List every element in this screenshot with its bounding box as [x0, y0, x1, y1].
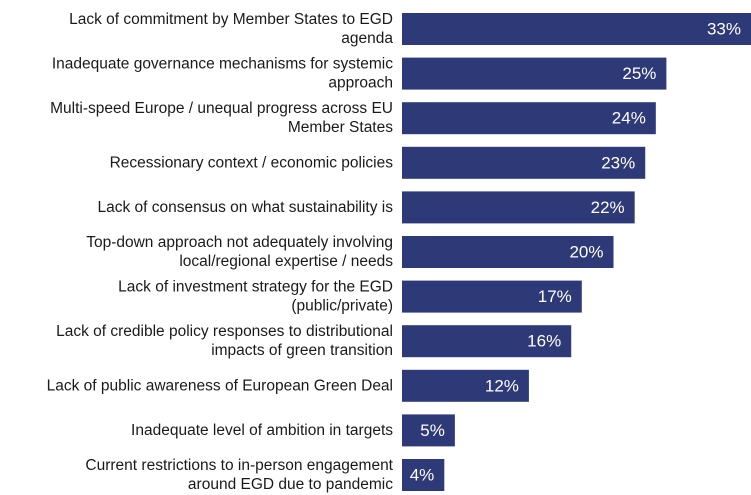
bar — [402, 414, 455, 447]
category-label: Member States — [288, 119, 393, 136]
bar-value-label: 25% — [622, 64, 656, 83]
bar — [402, 191, 635, 224]
bar-value-label: 5% — [420, 421, 445, 440]
bar-value-label: 33% — [707, 20, 741, 39]
category-label: local/regional expertise / needs — [179, 253, 393, 270]
category-label: impacts of green transition — [211, 342, 393, 359]
category-label: Lack of investment strategy for the EGD — [118, 279, 393, 296]
bar — [402, 325, 572, 358]
category-label: Multi-speed Europe / unequal progress ac… — [50, 100, 393, 117]
category-label: Lack of commitment by Member States to E… — [69, 11, 393, 28]
bar — [402, 146, 646, 179]
category-label: Inadequate level of ambition in targets — [131, 422, 393, 439]
category-label: Lack of public awareness of European Gre… — [47, 377, 393, 394]
bar — [402, 57, 667, 90]
category-label: Current restrictions to in-person engage… — [85, 457, 393, 474]
category-label: (public/private) — [291, 298, 393, 315]
bar — [402, 459, 445, 491]
category-label: agenda — [341, 30, 393, 47]
bar — [402, 369, 529, 402]
category-label: Lack of consensus on what sustainability… — [97, 199, 393, 216]
category-label: Lack of credible policy responses to dis… — [56, 323, 393, 340]
bar — [402, 280, 582, 313]
bars-group: 33% Lack of commitment by Member States t… — [47, 11, 751, 493]
bar-value-label: 4% — [410, 466, 435, 485]
bar-value-label: 23% — [601, 153, 635, 172]
bar — [402, 236, 614, 268]
bar-value-label: 24% — [612, 109, 646, 128]
category-label: Recessionary context / economic policies — [110, 154, 394, 171]
bar-value-label: 17% — [538, 287, 572, 306]
bar-value-label: 16% — [527, 332, 561, 351]
category-label: Inadequate governance mechanisms for sys… — [52, 56, 393, 73]
bar-value-label: 20% — [569, 243, 603, 262]
bar-value-label: 22% — [591, 198, 625, 217]
bar — [402, 102, 656, 135]
category-label: Top-down approach not adequately involvi… — [86, 234, 393, 251]
category-label: around EGD due to pandemic — [188, 476, 393, 493]
bar-value-label: 12% — [485, 376, 519, 395]
bar — [402, 13, 751, 45]
category-label: approach — [328, 75, 393, 92]
